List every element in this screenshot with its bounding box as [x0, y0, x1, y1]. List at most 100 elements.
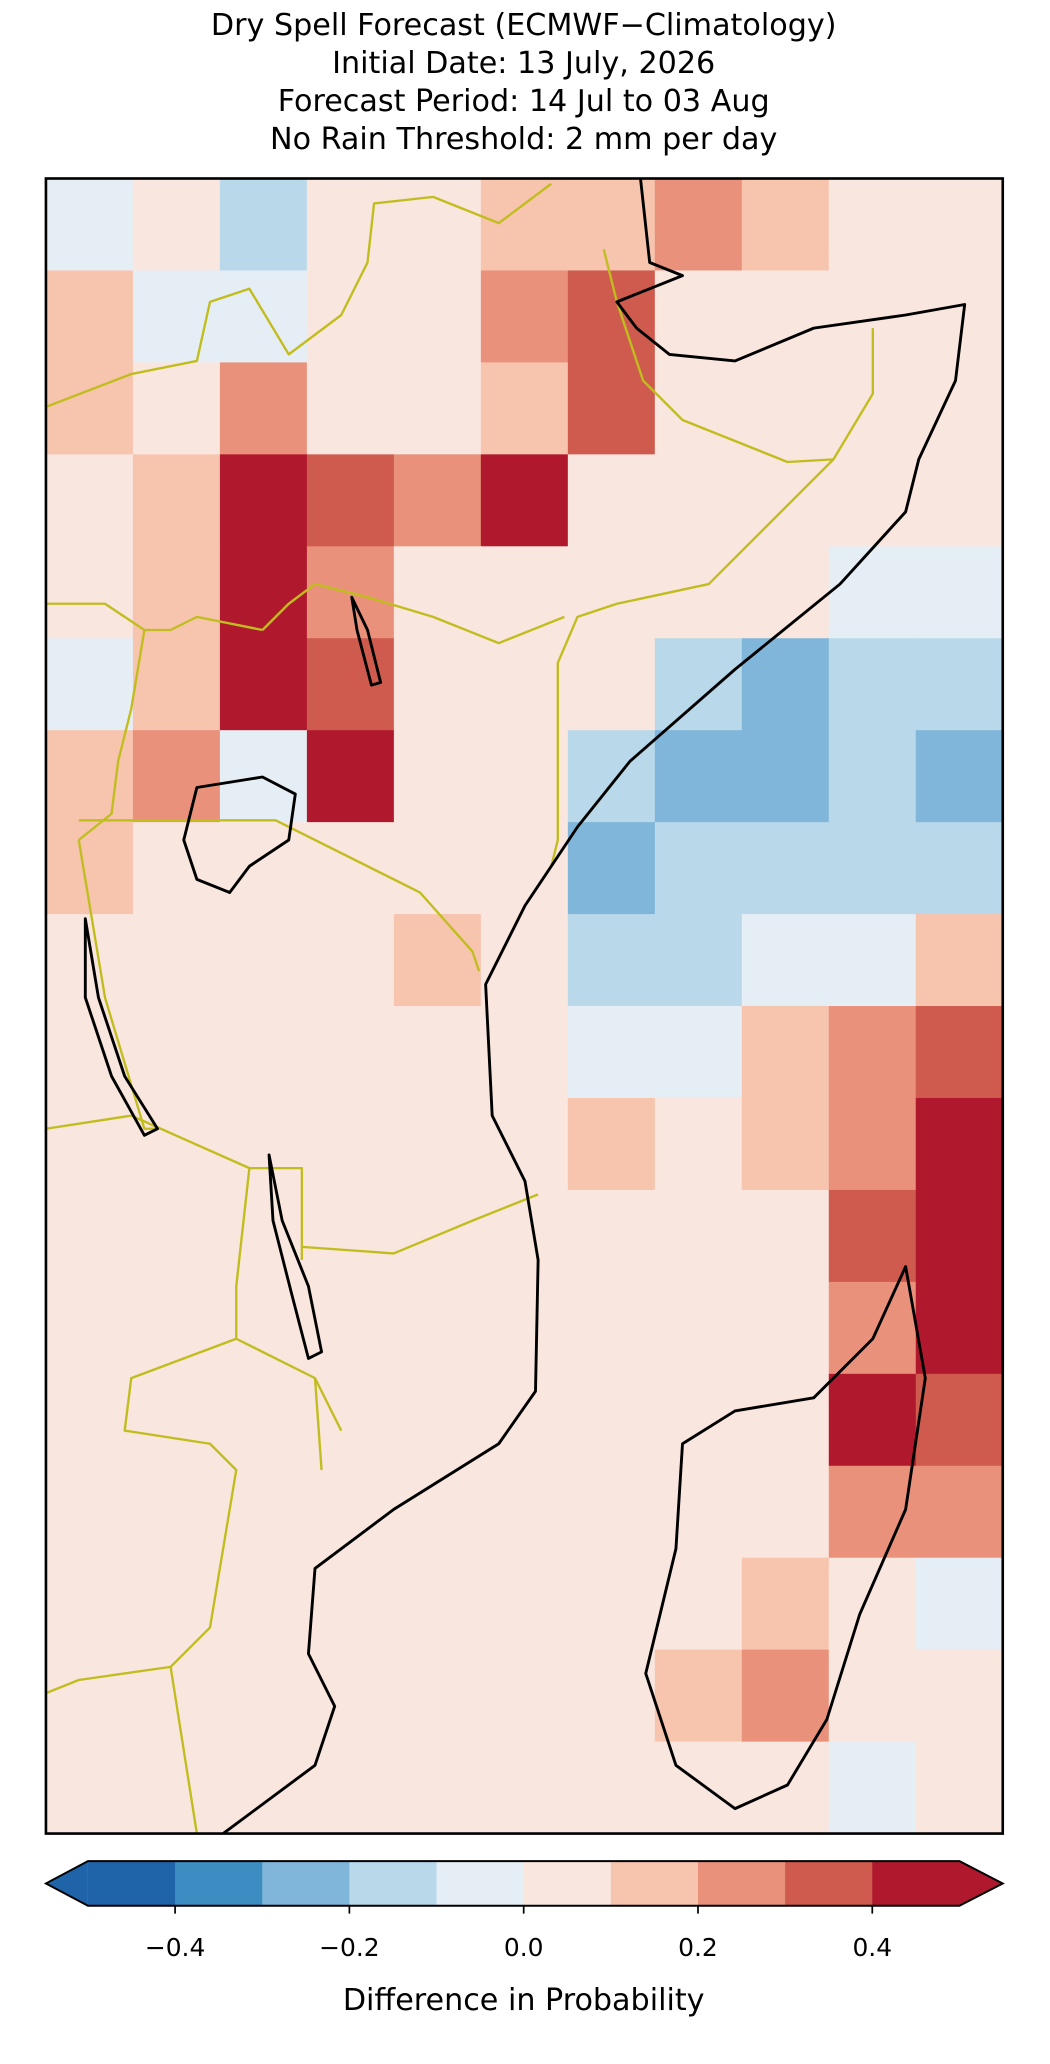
- grid-cell: [132, 822, 221, 915]
- grid-cell: [567, 546, 656, 639]
- grid-cell: [480, 1006, 569, 1099]
- colorbar-tick-label: −0.4: [145, 1933, 206, 1962]
- title-line: Dry Spell Forecast (ECMWF−Climatology): [211, 8, 837, 43]
- grid-cell: [654, 914, 743, 1007]
- lake-tanganyika: [83, 917, 159, 1137]
- grid-cell: [654, 1189, 743, 1283]
- grid-cell: [654, 822, 743, 915]
- colorbar-swatch: [610, 1861, 699, 1906]
- grid-cell: [480, 1649, 569, 1743]
- grid-cell: [828, 1649, 917, 1743]
- colorbar-extend-high: [959, 1861, 1003, 1906]
- grid-cell: [828, 1097, 917, 1191]
- grid-cell: [393, 914, 482, 1007]
- grid-cell: [45, 270, 134, 364]
- colorbar-tick-label: 0.0: [504, 1933, 544, 1962]
- grid-cell: [306, 822, 395, 915]
- grid-cell: [654, 730, 743, 823]
- colorbar-outline: [43, 1860, 1005, 1907]
- grid-cell: [828, 822, 917, 915]
- grid-cell: [132, 546, 221, 639]
- grid-cell: [480, 730, 569, 823]
- grid-cell: [828, 638, 917, 731]
- colorbar-label: Difference in Probability: [343, 1983, 705, 2018]
- grid-cell: [132, 1557, 221, 1651]
- grid-cell: [567, 1741, 656, 1835]
- colorbar-swatch: [262, 1861, 350, 1906]
- grid-cell: [741, 1741, 830, 1835]
- grid-cell: [741, 914, 830, 1007]
- grid-cell: [132, 914, 221, 1007]
- grid-cell: [828, 1741, 917, 1835]
- grid-cell: [741, 822, 830, 915]
- grid-cell: [915, 1281, 1004, 1375]
- grid-cell: [480, 362, 569, 456]
- grid-cell: [915, 822, 1004, 915]
- grid-cell: [393, 1741, 482, 1835]
- grid-cell: [45, 178, 134, 272]
- grid-cell: [741, 1557, 830, 1651]
- grid-cell: [45, 638, 134, 731]
- grid-cell: [828, 1465, 917, 1559]
- grid-cell: [480, 638, 569, 731]
- grid-cell: [306, 1741, 395, 1835]
- grid-cell: [741, 1649, 830, 1743]
- grid-cell: [219, 914, 308, 1007]
- borders: [45, 182, 874, 1834]
- grid-cell: [393, 1373, 482, 1467]
- grid-cell: [219, 1281, 308, 1375]
- grid-cell: [828, 914, 917, 1007]
- grid-cell: [393, 454, 482, 547]
- grid-cell: [132, 1465, 221, 1559]
- grid-cell: [306, 454, 395, 547]
- grid-cell: [654, 638, 743, 731]
- grid-cell: [567, 1557, 656, 1651]
- grid-cell: [654, 1006, 743, 1099]
- grid-cell: [306, 730, 395, 823]
- grid-cell: [393, 822, 482, 915]
- colorbar-swatch: [436, 1861, 525, 1906]
- coastlines: [83, 178, 967, 1835]
- grid-cell: [132, 178, 221, 272]
- grid-cell: [306, 1465, 395, 1559]
- grid-cell: [741, 270, 830, 364]
- grid-cell: [393, 270, 482, 364]
- grid-cell: [828, 546, 917, 639]
- grid-cell: [654, 362, 743, 456]
- grid-cell: [393, 362, 482, 456]
- grid-cell: [567, 1465, 656, 1559]
- grid-cell: [654, 1373, 743, 1467]
- grid-cell: [741, 1006, 830, 1099]
- grid-cell: [45, 914, 134, 1007]
- grid-cell: [741, 546, 830, 639]
- grid-cell: [567, 1373, 656, 1467]
- grid-cell: [741, 1097, 830, 1191]
- grid-cell: [306, 1281, 395, 1375]
- grid-cell: [45, 1006, 134, 1099]
- grid-cell: [915, 1006, 1004, 1099]
- grid-cell: [480, 1557, 569, 1651]
- grid-cell: [393, 178, 482, 272]
- grid-cell: [480, 1189, 569, 1283]
- lake-turkana: [350, 595, 383, 687]
- colorbar: −0.4 −0.2 0.0 0.2 0.4: [43, 1860, 1005, 1962]
- colorbar-tick-label: 0.4: [852, 1933, 892, 1962]
- grid-cell: [45, 1373, 134, 1467]
- grid-cell: [567, 362, 656, 456]
- grid-cell: [915, 1097, 1004, 1191]
- grid-cell: [45, 1741, 134, 1835]
- grid-cell: [480, 914, 569, 1007]
- grid-cell: [654, 1649, 743, 1743]
- grid-cell: [480, 1097, 569, 1191]
- grid-cell: [132, 1281, 221, 1375]
- grid-cell: [219, 822, 308, 915]
- grid-cell: [915, 362, 1004, 456]
- grid-cell: [45, 362, 134, 456]
- grid-cell: [828, 1006, 917, 1099]
- grid-cell: [45, 730, 134, 823]
- grid-cell: [393, 1649, 482, 1743]
- grid-cell: [828, 1373, 917, 1467]
- grid-cell: [654, 178, 743, 272]
